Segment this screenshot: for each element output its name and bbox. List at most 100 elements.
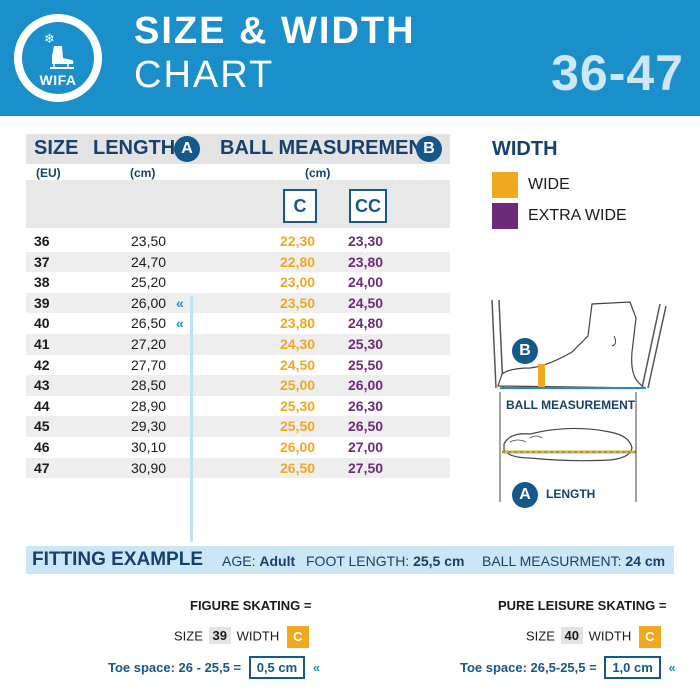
row-size: 42 xyxy=(34,356,50,373)
row-wide: 26,50 xyxy=(280,459,316,476)
wide-legend-label: WIDE xyxy=(528,176,570,193)
row-size: 36 xyxy=(34,233,50,249)
row-length: 29,30 xyxy=(131,418,167,435)
row-wide: 24,30 xyxy=(280,336,316,352)
row-length: 25,20 xyxy=(131,274,167,291)
extra-wide-legend-label: EXTRA WIDE xyxy=(528,207,627,224)
wifa-logo: ❄ WIFA xyxy=(14,14,102,102)
row-size: 37 xyxy=(34,253,50,270)
row-size: 46 xyxy=(34,439,50,455)
length-unit: (cm) xyxy=(130,166,156,180)
row-extra-wide: 25,50 xyxy=(348,356,384,373)
row-extra-wide: 26,30 xyxy=(348,397,384,414)
row-length: 24,70 xyxy=(131,253,167,270)
diagram-badge-a: A xyxy=(512,482,538,508)
row-extra-wide: 23,80 xyxy=(348,253,384,270)
ball-unit: (cm) xyxy=(305,166,331,180)
row-size: 41 xyxy=(34,336,50,352)
row-extra-wide: 27,50 xyxy=(348,459,384,476)
row-size: 40 xyxy=(34,315,50,332)
table-row: 38 25,20 23,00 24,00 xyxy=(26,272,450,293)
figure-toe-space: Toe space: 26 - 25,5 = 0,5 cm « xyxy=(108,656,320,679)
row-extra-wide: 24,80 xyxy=(348,315,384,332)
row-length: 27,70 xyxy=(131,356,167,373)
foot-length-value: 25,5 cm xyxy=(413,553,465,569)
foot-length-label: FOOT LENGTH: xyxy=(306,553,410,569)
table-row: 37 24,70 22,80 23,80 xyxy=(26,251,450,273)
ball-measurement-fit-label: BALL MEASURMENT: xyxy=(482,553,622,569)
length-badge: A xyxy=(174,136,200,162)
figure-width-value: C xyxy=(286,626,309,648)
length-column-header: LENGTH xyxy=(93,137,176,159)
fitting-ball-measurement: BALL MEASURMENT: 24 cm xyxy=(482,553,665,569)
row-extra-wide: 26,50 xyxy=(348,418,384,435)
row-extra-wide: 24,50 xyxy=(348,294,384,311)
size-unit: (EU) xyxy=(36,166,61,180)
width-c-box: C xyxy=(283,189,317,223)
row-size: 44 xyxy=(34,397,50,414)
extra-wide-swatch xyxy=(492,203,518,229)
row-wide: 26,00 xyxy=(280,439,316,455)
row-wide: 25,50 xyxy=(280,418,316,435)
row-extra-wide: 27,00 xyxy=(348,439,384,455)
skate-icon xyxy=(50,46,74,69)
row-wide: 23,50 xyxy=(280,294,316,311)
wide-swatch xyxy=(492,172,518,198)
chart-subtitle: CHART xyxy=(134,54,275,96)
figure-skating-heading: FIGURE SKATING = xyxy=(190,598,312,613)
leisure-toe-value: 1,0 cm xyxy=(604,656,661,679)
row-size: 45 xyxy=(34,418,50,435)
logo-text: WIFA xyxy=(39,72,77,88)
leisure-width-value: C xyxy=(638,626,661,648)
leisure-toe-label: Toe space: 26,5-25,5 = xyxy=(460,660,597,675)
table-row: 42 27,70 24,50 25,50 xyxy=(26,355,450,376)
table-row: 46 30,10 26,00 27,00 xyxy=(26,437,450,458)
row-length: 27,20 xyxy=(131,336,167,352)
chevron-left-icon: « xyxy=(312,660,321,675)
figure-size-label: SIZE xyxy=(174,628,203,644)
age-value: Adult xyxy=(259,553,296,569)
row-wide: 25,30 xyxy=(280,397,316,414)
leisure-toe-space: Toe space: 26,5-25,5 = 1,0 cm « xyxy=(460,656,676,679)
leisure-skating-heading: PURE LEISURE SKATING = xyxy=(498,598,667,613)
chevron-left-icon: « xyxy=(176,315,184,332)
ball-badge: B xyxy=(416,136,442,162)
table-row: 39 26,00 « 23,50 24,50 xyxy=(26,292,450,314)
diagram-badge-b: B xyxy=(512,338,538,364)
figure-skating-result: SIZE 39 WIDTH C xyxy=(174,626,309,648)
row-length: 26,00 xyxy=(131,294,167,311)
figure-size-value: 39 xyxy=(208,627,231,645)
table-row: 43 28,50 25,00 26,00 xyxy=(26,375,450,396)
leisure-skating-result: SIZE 40 WIDTH C xyxy=(526,626,661,648)
fitting-example-bar xyxy=(26,546,674,574)
foot-measurement-diagram xyxy=(491,299,667,502)
fitting-example-title: FITTING EXAMPLE xyxy=(32,549,203,570)
row-wide: 22,80 xyxy=(280,253,316,270)
table-row: 44 28,90 25,30 26,30 xyxy=(26,396,450,417)
row-wide: 25,00 xyxy=(280,377,316,394)
row-wide: 24,50 xyxy=(280,356,316,373)
leisure-size-label: SIZE xyxy=(526,628,555,644)
row-wide: 23,00 xyxy=(280,274,316,291)
row-size: 47 xyxy=(34,459,50,476)
figure-toe-value: 0,5 cm xyxy=(248,656,306,679)
snowflake-icon: ❄ xyxy=(44,32,55,47)
table-row: 36 23,50 22,30 23,30 xyxy=(26,231,450,252)
chevron-left-icon: « xyxy=(668,660,676,675)
length-label: LENGTH xyxy=(546,487,596,501)
figure-width-label: WIDTH xyxy=(236,628,280,644)
row-length: 26,50 xyxy=(131,315,167,332)
ball-measurement-fit-value: 24 cm xyxy=(625,553,666,569)
chart-title: SIZE & WIDTH xyxy=(134,10,416,52)
row-extra-wide: 24,00 xyxy=(348,274,384,291)
row-length: 30,90 xyxy=(131,459,167,476)
row-length: 28,90 xyxy=(131,397,167,414)
row-size: 38 xyxy=(34,274,50,291)
figure-toe-label: Toe space: 26 - 25,5 = xyxy=(108,660,242,675)
width-cc-box: CC xyxy=(349,189,387,223)
row-length: 23,50 xyxy=(131,233,167,249)
row-length: 28,50 xyxy=(131,377,167,394)
size-range: 36-47 xyxy=(551,45,684,101)
table-row: 45 29,30 25,50 26,50 xyxy=(26,416,450,437)
row-size: 43 xyxy=(34,377,50,394)
